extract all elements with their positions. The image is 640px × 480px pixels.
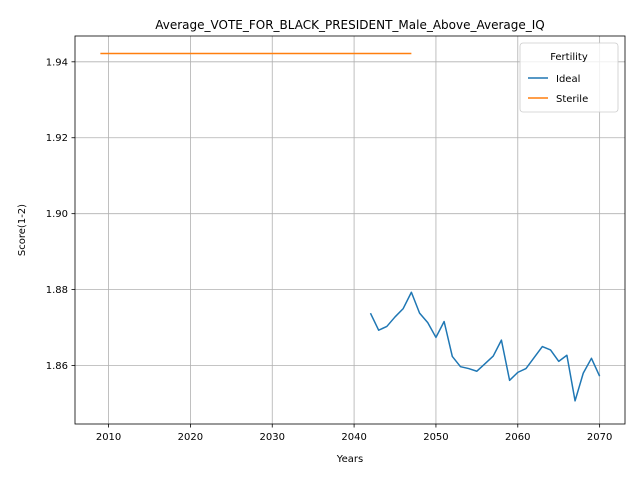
plot-frame — [74, 35, 626, 425]
legend-box — [519, 42, 619, 113]
x-tick-label: 2050 — [423, 432, 448, 443]
legend-title: Fertility — [550, 52, 588, 63]
x-tick-label: 2020 — [178, 432, 203, 443]
y-tick-label: 1.88 — [46, 285, 68, 296]
legend: Fertility Ideal Sterile — [519, 42, 619, 113]
x-tick-label: 2010 — [96, 432, 121, 443]
y-tick-label: 1.92 — [46, 133, 68, 144]
y-tick-label: 1.90 — [46, 209, 68, 220]
x-tick-label: 2060 — [505, 432, 530, 443]
y-tick-label: 1.86 — [46, 361, 68, 372]
x-axis-label: Years — [336, 454, 363, 465]
y-axis-label: Score(1-2) — [17, 204, 28, 256]
x-tick-label: 2070 — [587, 432, 612, 443]
series-line-ideal — [369, 291, 601, 402]
legend-label-sterile: Sterile — [556, 94, 588, 105]
chart-title: Average_VOTE_FOR_BLACK_PRESIDENT_Male_Ab… — [155, 18, 545, 32]
legend-label-ideal: Ideal — [556, 74, 580, 85]
x-tick-label: 2030 — [260, 432, 285, 443]
x-tick-label: 2040 — [341, 432, 366, 443]
series-lines — [100, 52, 601, 402]
grid-lines — [75, 36, 625, 424]
axis-ticks: 2010 2020 2030 2040 2050 2060 2070 1.86 1.88 1.90… — [46, 57, 613, 443]
y-tick-label: 1.94 — [46, 57, 68, 68]
